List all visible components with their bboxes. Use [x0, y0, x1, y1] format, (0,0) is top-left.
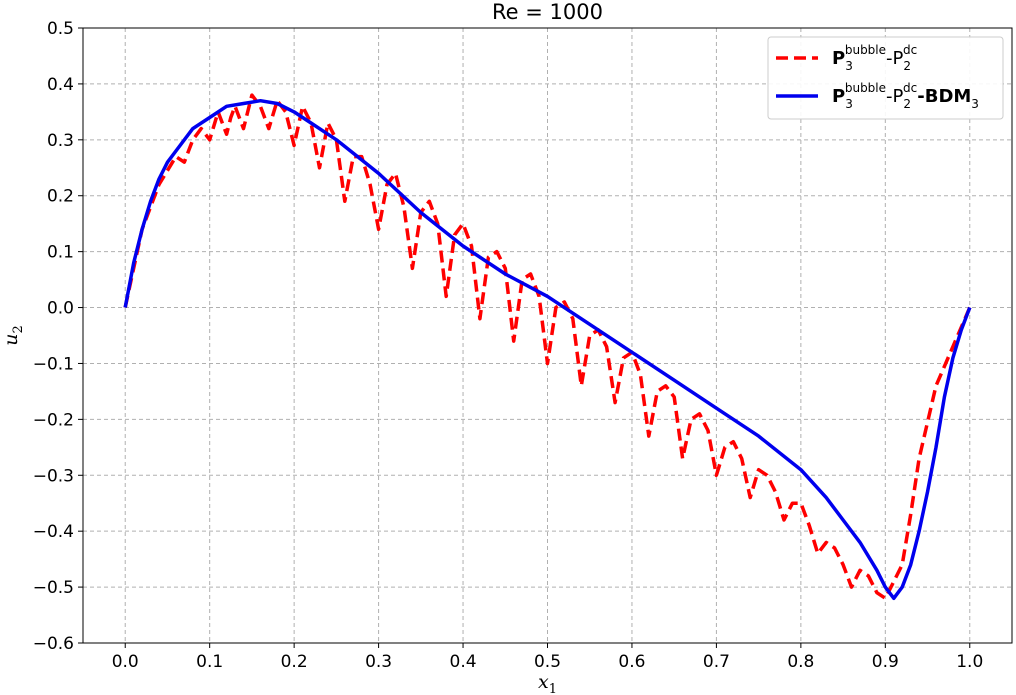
y-tick-label: 0.2 — [47, 187, 74, 207]
y-tick-label: 0.1 — [47, 243, 74, 263]
x-tick-label: 0.4 — [450, 652, 477, 672]
y-tick-label: 0.0 — [47, 299, 74, 319]
y-tick-label: 0.5 — [47, 19, 74, 39]
x-axis-label: x1 — [538, 671, 557, 695]
y-tick-label: −0.3 — [33, 466, 74, 486]
legend-label-series-1: P3bubble-P2dc — [832, 43, 917, 73]
legend: P3bubble-P2dc P3bubble-P2dc-BDM3 — [767, 36, 1004, 120]
x-tick-label: 1.0 — [956, 652, 983, 672]
x-tick-label: 0.6 — [618, 652, 645, 672]
legend-box — [767, 36, 1004, 120]
y-tick-label: −0.4 — [33, 522, 74, 542]
series-line-1 — [123, 93, 972, 601]
x-tick-label: 0.9 — [872, 652, 899, 672]
x-tick-label: 0.8 — [787, 652, 814, 672]
legend-label-series-2: P3bubble-P2dc-BDM3 — [832, 81, 979, 111]
x-tick-label: 0.3 — [365, 652, 392, 672]
grid — [83, 27, 1012, 644]
y-tick-label: −0.6 — [33, 634, 74, 654]
chart-title: Re = 1000 — [492, 0, 603, 24]
y-tick-label: −0.5 — [33, 578, 74, 598]
y-tick-label: −0.2 — [33, 410, 74, 430]
series-line-2 — [123, 98, 972, 601]
series-layer — [123, 93, 972, 601]
x-tick-label: 0.5 — [534, 652, 561, 672]
y-tick-label: −0.1 — [33, 354, 74, 374]
x-tick-label: 0.1 — [196, 652, 223, 672]
ticks: 0.0 0.1 0.2 0.3 0.4 0.5 0.6 0.7 0.8 0.9 1.0 −0.6 −0.… — [33, 19, 984, 672]
y-tick-label: 0.4 — [47, 75, 74, 95]
x-tick-label: 0.0 — [112, 652, 139, 672]
x-tick-label: 0.7 — [703, 652, 730, 672]
y-axis-label: u2 — [0, 325, 26, 346]
x-tick-label: 0.2 — [281, 652, 308, 672]
y-tick-label: 0.3 — [47, 131, 74, 151]
